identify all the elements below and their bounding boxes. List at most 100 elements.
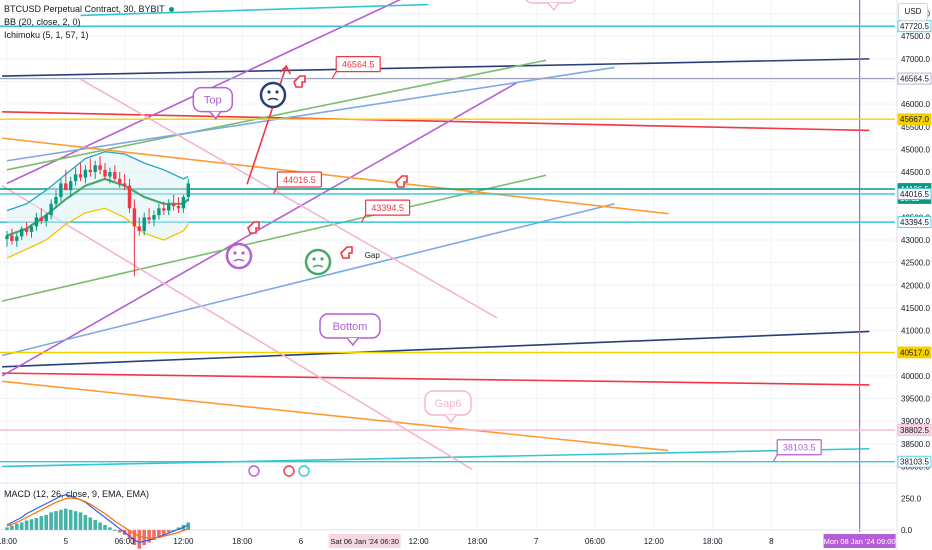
candle-body xyxy=(186,183,190,197)
macd-histogram-bar xyxy=(83,514,88,530)
hand-shape xyxy=(395,175,408,188)
symbol-title-text: BTCUSD Perpetual Contract, 30, BYBIT xyxy=(4,4,165,14)
price-callout[interactable]: 46564.5 xyxy=(331,55,381,79)
price-badge-bg xyxy=(897,424,932,436)
annotations[interactable]: 46564.5 44016.5 43394.5 38103.5 Great Top Bott… xyxy=(192,0,822,477)
candle-body xyxy=(167,203,171,211)
currency-button[interactable]: USD xyxy=(898,3,928,21)
face-eye xyxy=(312,257,316,261)
price-level-badge[interactable]: 38103.5 xyxy=(897,455,932,468)
price-level-badge[interactable]: 47720.5 xyxy=(897,20,932,33)
candle-body xyxy=(10,235,14,241)
date-badge-label: Sat 06 Jan '24 06:30 xyxy=(330,537,399,546)
balloon-tail xyxy=(209,111,222,120)
candles xyxy=(5,156,190,277)
annotation-balloon[interactable]: Top xyxy=(192,86,234,120)
trend-line xyxy=(2,330,870,368)
price-level-badge[interactable]: 45667.0 xyxy=(897,113,932,126)
candle-body xyxy=(171,203,176,207)
price-badge-label: 38103.5 xyxy=(900,458,929,467)
price-tick-label: 41500.0 xyxy=(901,304,930,313)
bb-upper-line xyxy=(6,151,189,212)
annotation-balloon[interactable]: Bottom xyxy=(319,313,381,347)
date-badge[interactable]: Mon 08 Jan '24 09:00 xyxy=(823,534,896,548)
macd-histogram-bar xyxy=(117,529,122,533)
candle-body xyxy=(29,226,34,232)
candle-body xyxy=(142,217,146,231)
macd-histogram-bar xyxy=(5,527,9,530)
price-tick-label: 44500.0 xyxy=(901,168,930,177)
pointing-hand-icon xyxy=(247,221,260,234)
price-level-badge[interactable]: 44016.5 xyxy=(897,188,932,200)
ichimoku-legend[interactable]: Ichimoku (5, 1, 57, 1) xyxy=(4,30,89,40)
face-eye xyxy=(241,251,245,255)
candle-body xyxy=(157,208,161,216)
callout-label: 43394.5 xyxy=(371,203,404,213)
candle-body xyxy=(15,236,19,241)
price-level-badge[interactable]: 40517.0 xyxy=(897,346,932,359)
price-badge-bg xyxy=(897,113,932,126)
date-badge[interactable]: Sat 06 Jan '24 06:30 xyxy=(328,534,401,548)
balloon-tail xyxy=(444,414,457,424)
price-badge-bg xyxy=(897,216,932,229)
candle-body xyxy=(137,226,141,231)
candle-body xyxy=(83,169,88,178)
candle-body xyxy=(162,208,166,211)
price-badge-label: 47720.5 xyxy=(900,22,929,31)
annotation-balloon[interactable]: Gap6 xyxy=(424,390,472,424)
balloon-tail xyxy=(547,2,560,12)
trend-line xyxy=(1,174,547,302)
trend-line xyxy=(2,372,870,386)
time-tick-label: 6 xyxy=(299,537,304,546)
face-outline xyxy=(259,81,287,109)
macd-legend[interactable]: MACD (12, 26, close, 9, EMA, EMA) xyxy=(4,489,150,499)
trend-line xyxy=(80,3,429,17)
macd-histogram-bar xyxy=(186,522,191,530)
balloon-label: Gap6 xyxy=(435,398,462,410)
date-badge-bg xyxy=(823,534,896,548)
trend-line xyxy=(2,447,870,468)
price-level-badge[interactable]: 43394.5 xyxy=(897,216,932,229)
annotation-balloon[interactable]: Great xyxy=(524,0,577,12)
macd-histogram-bar xyxy=(49,512,53,530)
price-callout[interactable]: 43394.5 xyxy=(361,199,411,223)
balloon-shape xyxy=(525,0,577,4)
date-badge-label: Mon 08 Jan '24 09:00 xyxy=(824,537,896,546)
hand-shape xyxy=(293,75,306,88)
callout-box xyxy=(276,171,322,188)
balloon-tail xyxy=(346,337,359,347)
date-badge-bg xyxy=(328,534,401,548)
macd-histogram-bar xyxy=(10,525,14,530)
macd-histogram-bar xyxy=(152,529,156,540)
price-tick-label: 43000.0 xyxy=(901,236,930,245)
time-tick-label: 12:00 xyxy=(409,537,430,546)
trend-line xyxy=(1,82,517,377)
time-tick-label: 18:00 xyxy=(467,537,488,546)
horizontal-levels[interactable] xyxy=(0,25,895,463)
price-callout[interactable]: 38103.5 xyxy=(772,439,822,463)
balloon-label: Bottom xyxy=(333,321,368,333)
price-level-badge[interactable]: 38802.5 xyxy=(897,424,932,436)
candle-body xyxy=(88,169,92,173)
macd-tick-label: 0.0 xyxy=(901,526,913,535)
trend-line xyxy=(6,66,615,162)
bb-legend[interactable]: BB (20, close, 2, 0) xyxy=(4,17,81,27)
candle-body xyxy=(98,165,102,170)
price-tick-label: 40000.0 xyxy=(901,372,930,381)
gap-label: Gap xyxy=(365,251,381,260)
candle-body xyxy=(5,235,9,240)
macd-histogram-bar xyxy=(19,522,24,530)
price-callout[interactable]: 44016.5 xyxy=(272,171,322,195)
candle-body xyxy=(24,228,29,232)
price-badge-label: 45667.0 xyxy=(900,115,929,124)
macd-histogram-bar xyxy=(137,529,142,549)
tachometer-icon xyxy=(259,81,287,109)
time-axis[interactable]: 18:00 5 06:00 12:00 18:00 6 12:00 18:00 7 06:00 12… xyxy=(0,534,896,548)
price-level-badge[interactable]: 46564.5 xyxy=(897,72,932,85)
price-axis[interactable]: 38000.038500.039000.039500.040000.040500… xyxy=(897,10,932,535)
price-tick-label: 42000.0 xyxy=(901,281,930,290)
candle-body xyxy=(118,178,122,184)
trend-lines[interactable] xyxy=(1,0,870,532)
callout-pointer xyxy=(331,71,337,79)
